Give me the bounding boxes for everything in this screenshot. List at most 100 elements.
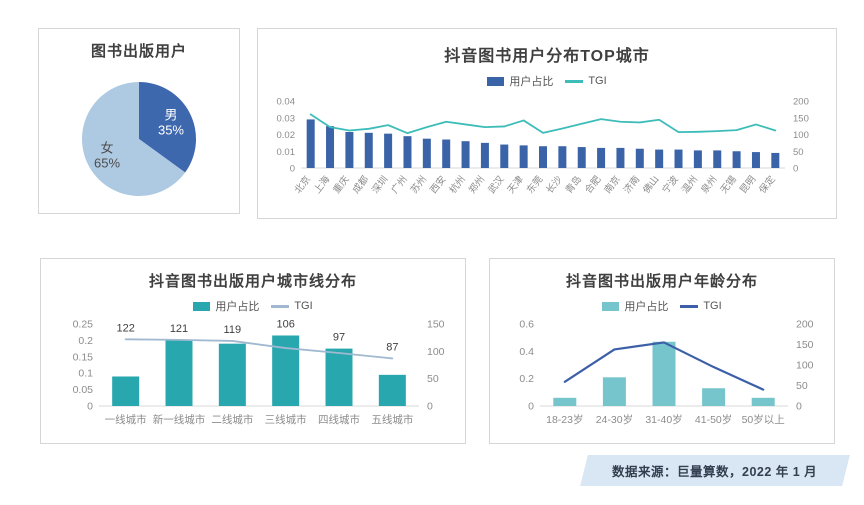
bar [165,340,193,406]
gender-pie-card: 图书出版用户 男 35% 女 65% [38,28,240,214]
bar [732,151,741,168]
tgi-legend-label: TGI [588,75,607,87]
left-axis-tick: 0.6 [519,319,534,331]
tgi-line [563,341,765,391]
pie-svg: 男 35% 女 65% [81,82,196,196]
bar [461,141,470,168]
x-axis-category-label: 昆明 [738,174,758,196]
x-axis-category-label: 宁波 [660,173,681,196]
x-axis-category-label: 31-40岁 [645,413,682,426]
pie-slice-label: 男 35% [158,108,184,138]
x-axis-category-label: 保定 [757,173,778,196]
tgi-data-label: 87 [386,341,398,353]
combo-chart-svg: 0.6 0.4 0.2 0 200 150 100 50 0 18-23岁 24-30岁 31-40岁… [519,319,814,427]
bar [553,397,577,406]
x-axis-category-label: 青岛 [563,173,584,195]
bar [306,119,315,168]
right-axis-tick: 50 [796,380,808,392]
left-axis-tick: 0.04 [277,97,296,108]
tgi-line [309,113,777,135]
x-axis-category-label: 北京 [292,173,313,195]
right-axis-tick: 0 [796,401,802,413]
x-axis-category-label: 深圳 [370,174,390,196]
bar [577,147,586,168]
tgi-data-label: 122 [116,322,134,334]
x-axis-category-label: 二线城市 [211,413,253,426]
x-axis-category-label: 新一线城市 [153,413,206,426]
x-axis-category-label: 四线城市 [318,413,360,426]
city-tier-title: 抖音图书出版用户城市线分布 [148,273,357,290]
left-axis-tick: 0.02 [277,130,296,141]
user-share-legend-label: 用户占比 [624,301,669,313]
right-axis-tick: 100 [796,360,814,372]
x-axis-category-label: 50岁以上 [742,413,785,426]
left-axis-tick: 0.2 [519,373,534,385]
bar [616,147,625,168]
tgi-legend-label: TGI [703,300,722,312]
x-axis-category-label: 合肥 [582,173,603,196]
x-axis-category-label: 武汉 [485,173,506,196]
tgi-data-label: 121 [170,323,188,335]
bar [519,145,528,168]
bar [751,397,775,406]
gender-pie-title: 图书出版用户 [90,43,187,60]
x-axis-category-label: 南京 [602,173,623,195]
right-axis-tick: 0 [793,164,798,175]
bar [558,146,567,168]
bar [345,131,354,168]
pie-slice [81,82,186,196]
x-axis-category-label: 郑州 [466,173,487,195]
x-axis-category-label: 五线城市 [371,413,413,426]
user-share-legend-swatch [487,76,505,86]
gender-pie-chart: 男 35% 女 65% [39,63,239,218]
x-axis-category-label: 18-23岁 [546,413,583,426]
bar [693,150,702,168]
x-axis-category-label: 东莞 [524,173,545,196]
bar [112,376,140,406]
bar [422,138,431,168]
tgi-line [124,338,394,360]
bar [218,343,246,406]
left-axis-tick: 0 [87,401,93,413]
left-axis-tick: 0.03 [277,113,296,124]
x-axis-category-label: 三线城市 [265,413,307,426]
bar [655,149,664,168]
x-axis-category-label: 重庆 [331,173,352,196]
x-axis-category-label: 广州 [389,173,410,195]
tgi-legend-label: TGI [294,300,313,312]
top-cities-title: 抖音图书用户分布TOP城市 [444,48,650,65]
bar [597,147,606,168]
left-axis-tick: 0 [290,164,295,175]
bar [364,132,373,168]
age-distribution-legend: 用户占比 TGI [490,298,834,314]
right-axis-tick: 150 [796,339,814,351]
user-share-legend-swatch [193,301,211,311]
bar [751,152,760,168]
tgi-data-label: 106 [276,318,294,330]
combo-chart-svg: 0.25 0.2 0.15 0.1 0.05 0 150 100 50 0 122 121 119 106… [73,318,445,426]
x-axis-category-label: 无锡 [718,173,739,195]
age-distribution-title: 抖音图书出版用户年龄分布 [565,273,758,290]
right-axis-tick: 100 [793,130,809,141]
left-axis-tick: 0.05 [73,384,94,396]
pie-slice [139,82,196,173]
bar [713,150,722,168]
top-cities-legend: 用户占比 TGI [258,73,836,89]
right-axis-tick: 50 [427,373,439,385]
x-axis-category-label: 41-50岁 [695,413,732,426]
bar [442,139,451,168]
bar [500,144,509,168]
left-axis-tick: 0.01 [277,147,296,158]
tgi-legend-swatch [565,79,584,83]
tgi-legend-swatch [271,304,290,308]
bar [702,388,726,406]
tgi-data-label: 97 [333,332,345,344]
right-axis-tick: 0 [427,401,433,413]
left-axis-tick: 0.4 [519,346,534,358]
bar [674,149,683,168]
age-distribution-chart: 0.6 0.4 0.2 0 200 150 100 50 0 18-23岁 24-30岁 31-40岁… [490,314,834,445]
x-axis-category-label: 西安 [427,173,448,195]
city-tier-card: 抖音图书出版用户城市线分布 用户占比 TGI 0.25 0.2 0.15 0.1 0.0… [40,258,466,444]
bar [480,142,489,168]
